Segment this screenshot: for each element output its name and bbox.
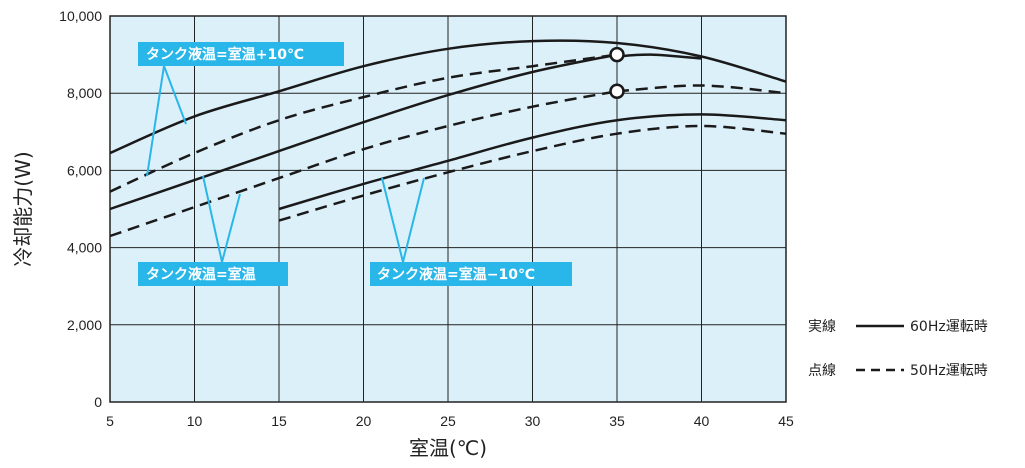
legend-solid-label: 60Hz運転時 (910, 319, 988, 335)
legend-dashed-prefix: 点線 (808, 363, 836, 379)
x-axis-label: 室温(℃) (409, 436, 487, 460)
callout-minus10-label: タンク液温=室温−10℃ (377, 266, 535, 283)
y-tick-label: 2,000 (67, 317, 102, 333)
callout-plus10-label: タンク液温=室温+10℃ (146, 46, 304, 63)
x-tick-label: 35 (609, 413, 625, 429)
series-line-5-dashed (616, 84, 787, 95)
x-tick-label: 40 (694, 413, 710, 429)
x-tick-label: 15 (271, 413, 287, 429)
y-tick-label: 4,000 (67, 240, 102, 256)
callout-pointer (402, 177, 425, 263)
callout-equal: タンク液温=室温 (138, 262, 288, 286)
callout-equal-box (138, 262, 288, 286)
y-axis-label: 冷却能力(W) (11, 151, 35, 266)
y-tick-label: 8,000 (67, 85, 102, 101)
callout-plus10: タンク液温=室温+10℃ (138, 42, 344, 66)
legend: 実線 60Hz運転時 点線 50Hz運転時 (808, 319, 988, 379)
callout-pointer (146, 65, 165, 177)
markers (609, 46, 625, 100)
tick-labels: 5 10 15 20 25 30 35 40 45 0 2,000 4,000 6,000 8,000 10… (59, 8, 794, 429)
callout-minus10-box (370, 262, 572, 286)
callout-pointer (202, 175, 223, 263)
callout-pointer (221, 193, 241, 263)
x-tick-label: 25 (440, 413, 456, 429)
callout-pointer (163, 65, 187, 125)
callout-minus10: タンク液温=室温−10℃ (370, 262, 572, 286)
callout-plus10-box (138, 42, 344, 66)
callout-equal-label: タンク液温=室温 (146, 266, 256, 283)
marker-point (609, 83, 625, 100)
y-tick-label: 6,000 (67, 162, 102, 178)
series-line-4-dashed (109, 90, 618, 238)
marker-point (609, 46, 625, 63)
callout-pointers (146, 65, 425, 263)
legend-dashed-label: 50Hz運転時 (910, 363, 988, 379)
series-line-1-dashed (109, 53, 618, 193)
legend-solid-prefix: 実線 (808, 319, 836, 335)
series-line-3-solid (109, 53, 618, 211)
curves (109, 39, 787, 238)
x-tick-label: 5 (106, 413, 114, 429)
x-tick-label: 30 (525, 413, 541, 429)
y-tick-label: 0 (94, 394, 102, 410)
x-tick-label: 20 (356, 413, 372, 429)
y-tick-label: 10,000 (59, 8, 102, 24)
series-line-0-solid (109, 39, 787, 155)
callout-pointer (381, 177, 404, 263)
x-tick-label: 10 (187, 413, 203, 429)
x-tick-label: 45 (778, 413, 794, 429)
series-line-6-solid (278, 113, 787, 211)
